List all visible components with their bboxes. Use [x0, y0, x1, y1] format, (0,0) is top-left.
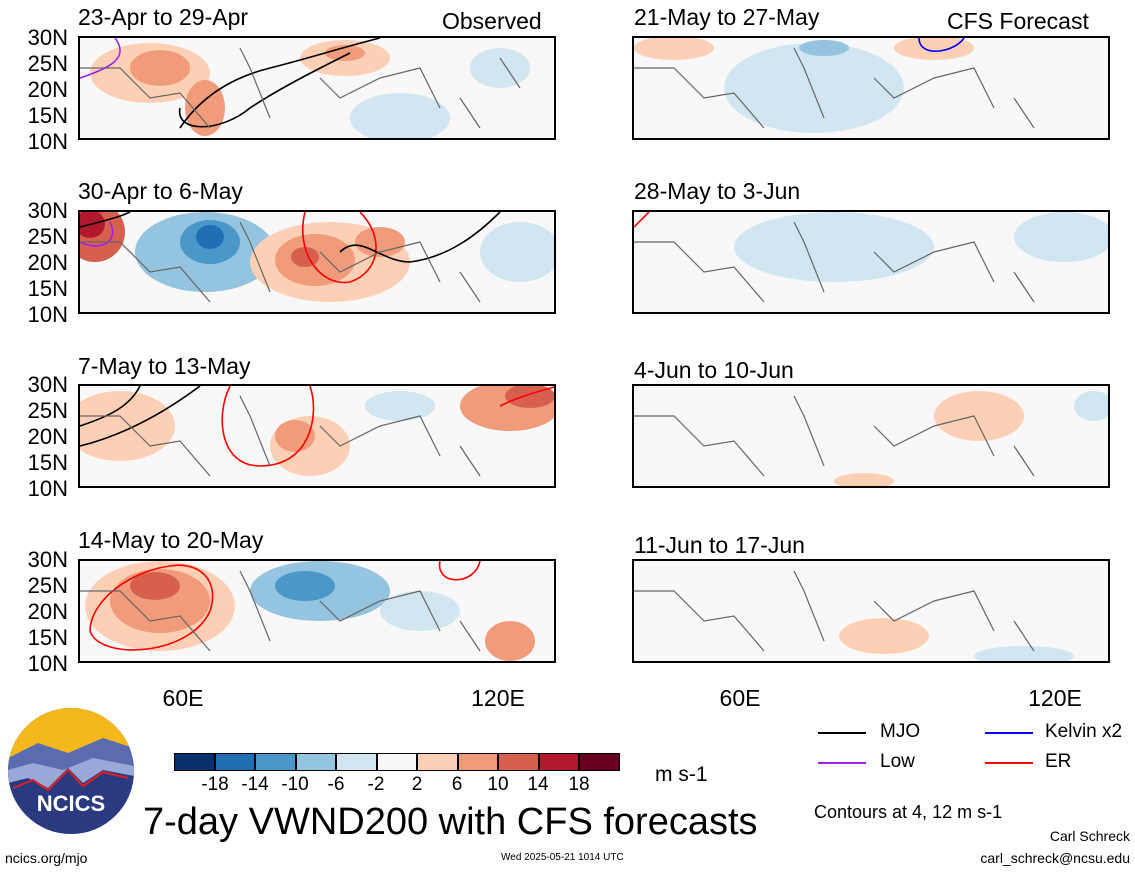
x-tick-120e-obs: 120E	[471, 685, 525, 711]
colorbar-tick: -10	[281, 774, 309, 795]
map-panel-obs-2	[78, 210, 556, 314]
colorbar-tick: 14	[527, 774, 549, 795]
colorbar-tick: -14	[241, 774, 269, 795]
observed-label: Observed	[442, 8, 542, 34]
x-tick-60e-fc: 60E	[719, 685, 761, 711]
colorbar-swatch	[376, 753, 417, 771]
panel-title-fc-4: 11-Jun to 17-Jun	[634, 532, 805, 558]
colorbar-tick: 18	[568, 774, 590, 795]
logo-text: NCICS	[37, 791, 105, 816]
figure-title: 7-day VWND200 with CFS forecasts	[143, 801, 758, 843]
y-tick-10n: 10N	[27, 129, 68, 154]
footer-author: Carl Schreck	[1049, 828, 1130, 844]
colorbar-swatch	[457, 753, 498, 771]
footer-url: ncics.org/mjo	[5, 850, 88, 866]
x-tick-120e-fc: 120E	[1028, 685, 1082, 711]
colorbar-tick: -18	[201, 774, 229, 795]
y-tick-10n: 10N	[27, 302, 68, 327]
colorbar-swatch	[174, 753, 215, 771]
contour-note: Contours at 4, 12 m s-1	[814, 802, 1003, 822]
colorbar-units: m s-1	[655, 763, 708, 786]
colorbar-swatch	[295, 753, 336, 771]
y-tick-15n: 15N	[27, 625, 68, 650]
y-tick-10n: 10N	[27, 651, 68, 676]
legend-swatch-er	[985, 762, 1033, 764]
map-panel-obs-4	[78, 559, 556, 663]
panel-title-fc-3: 4-Jun to 10-Jun	[634, 357, 794, 383]
y-tick-15n: 15N	[27, 450, 68, 475]
map-panel-fc-1	[632, 36, 1110, 140]
colorbar-swatch	[214, 753, 255, 771]
legend-label-kelvin: Kelvin x2	[1045, 721, 1123, 742]
y-tick-30n: 30N	[27, 25, 68, 50]
y-tick-25n: 25N	[27, 573, 68, 598]
y-tick-15n: 15N	[27, 103, 68, 128]
colorbar-tick: -6	[327, 774, 345, 795]
y-tick-30n: 30N	[27, 372, 68, 397]
map-panel-fc-3	[632, 384, 1110, 488]
y-tick-25n: 25N	[27, 224, 68, 249]
footer-email: carl_schreck@ncsu.edu	[980, 850, 1130, 866]
legend-swatch-mjo	[818, 732, 866, 734]
panel-title-obs-3: 7-May to 13-May	[78, 353, 251, 379]
map-panel-fc-4	[632, 559, 1110, 663]
legend-swatch-kelvin	[985, 732, 1033, 734]
colorbar-swatch	[417, 753, 458, 771]
y-tick-15n: 15N	[27, 276, 68, 301]
y-tick-20n: 20N	[27, 424, 68, 449]
y-tick-20n: 20N	[27, 77, 68, 102]
panel-title-fc-1: 21-May to 27-May	[634, 4, 820, 30]
y-tick-30n: 30N	[27, 198, 68, 223]
y-tick-10n: 10N	[27, 476, 68, 501]
y-tick-20n: 20N	[27, 599, 68, 624]
legend-label-er: ER	[1045, 751, 1072, 772]
colorbar-swatch	[579, 753, 620, 771]
legend-label-mjo: MJO	[880, 721, 921, 742]
colorbar-swatch	[498, 753, 539, 771]
panel-title-fc-2: 28-May to 3-Jun	[634, 178, 801, 204]
panel-title-obs-1: 23-Apr to 29-Apr	[78, 4, 249, 30]
y-tick-20n: 20N	[27, 250, 68, 275]
y-tick-30n: 30N	[27, 547, 68, 572]
colorbar-tick: -2	[367, 774, 385, 795]
colorbar-tick: 6	[451, 774, 463, 795]
map-panel-obs-3	[78, 384, 556, 488]
colorbar-swatch	[255, 753, 296, 771]
map-panel-obs-1	[78, 36, 556, 140]
ncics-logo: NCICS	[8, 708, 134, 834]
y-tick-25n: 25N	[27, 398, 68, 423]
x-tick-60e-obs: 60E	[162, 685, 204, 711]
colorbar-swatch	[336, 753, 377, 771]
colorbar-swatch	[538, 753, 579, 771]
legend-label-low: Low	[880, 751, 915, 772]
footer-timestamp: Wed 2025-05-21 1014 UTC	[501, 852, 624, 863]
legend-swatch-low	[818, 762, 866, 764]
panel-title-obs-2: 30-Apr to 6-May	[78, 178, 243, 204]
map-panel-fc-2	[632, 210, 1110, 314]
y-tick-25n: 25N	[27, 51, 68, 76]
colorbar-tick: 10	[487, 774, 509, 795]
forecast-label: CFS Forecast	[947, 8, 1089, 34]
panel-title-obs-4: 14-May to 20-May	[78, 527, 264, 553]
colorbar-tick: 2	[411, 774, 423, 795]
